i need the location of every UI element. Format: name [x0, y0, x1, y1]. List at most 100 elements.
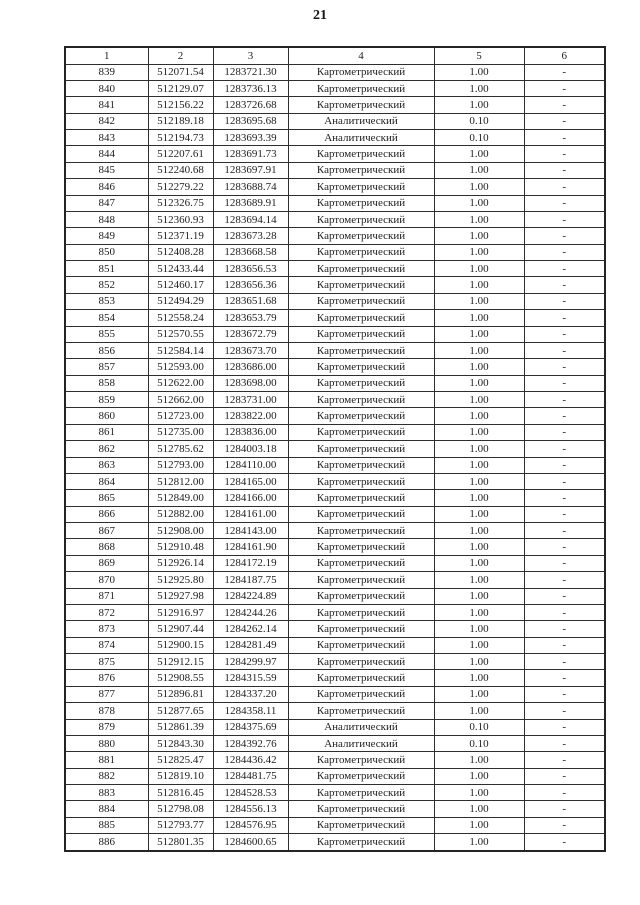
table-cell: 512798.08	[147, 800, 214, 818]
table-row: 839 512071.54 1283721.30 Картометрический 1.…	[64, 63, 606, 81]
table-cell: Картометрический	[287, 456, 435, 474]
table-cell: -	[523, 227, 606, 245]
table-cell: 1283691.73	[212, 145, 289, 163]
table-cell: Картометрический	[287, 669, 435, 687]
table-row: 840 512129.07 1283736.13 Картометрический 1.…	[64, 79, 606, 98]
table-header: 1 2 3 4 5 6	[64, 46, 606, 65]
table-cell: 1283668.58	[212, 243, 289, 262]
table-cell: Картометрический	[287, 538, 435, 556]
table-cell: 861	[64, 423, 149, 442]
table-cell: -	[523, 489, 606, 507]
table-cell: -	[523, 767, 606, 786]
table-cell: Картометрический	[287, 702, 435, 720]
table-cell: 1283698.00	[212, 374, 289, 393]
table-cell: 1.00	[433, 325, 525, 343]
table-cell: 512189.18	[147, 112, 214, 131]
table-cell: 512816.45	[147, 783, 214, 802]
table-cell: 1.00	[433, 685, 525, 704]
table-cell: Картометрический	[287, 472, 435, 491]
table-cell: 1284172.19	[212, 554, 289, 573]
table-row: 872 512916.97 1284244.26 Картометрический 1.…	[64, 603, 606, 622]
table-cell: 1.00	[433, 767, 525, 786]
table-cell: -	[523, 145, 606, 163]
table-cell: Картометрический	[287, 587, 435, 605]
table-cell: 1.00	[433, 800, 525, 818]
table-cell: 512819.10	[147, 767, 214, 786]
table-cell: -	[523, 309, 606, 327]
table-cell: 1.00	[433, 390, 525, 409]
table-cell: 879	[64, 718, 149, 736]
table-cell: 512877.65	[147, 702, 214, 720]
table-cell: 863	[64, 456, 149, 474]
table-cell: 870	[64, 571, 149, 589]
table-cell: 1.00	[433, 243, 525, 262]
table-cell: -	[523, 358, 606, 376]
table-cell: 512494.29	[147, 292, 214, 311]
coordinates-table: 1 2 3 4 5 6 839 512071.54 1283721.30 Картом…	[64, 46, 606, 852]
table-cell: 869	[64, 554, 149, 573]
table-cell: Картометрический	[287, 259, 435, 278]
table-cell: 1283731.00	[212, 390, 289, 409]
table-cell: 1283688.74	[212, 178, 289, 196]
table-cell: 1284481.75	[212, 767, 289, 786]
table-cell: 1.00	[433, 96, 525, 114]
table-cell: 512156.22	[147, 96, 214, 114]
table-cell: 0.10	[433, 112, 525, 131]
table-cell: 512916.97	[147, 603, 214, 622]
table-cell: 512793.00	[147, 456, 214, 474]
table-cell: 839	[64, 63, 149, 81]
table-cell: 855	[64, 325, 149, 343]
table-cell: 512240.68	[147, 161, 214, 180]
table-cell: 512825.47	[147, 751, 214, 769]
table-cell: 512910.48	[147, 538, 214, 556]
table-cell: 512207.61	[147, 145, 214, 163]
table-row: 884 512798.08 1284556.13 Картометрический 1.…	[64, 800, 606, 818]
table-cell: 512908.00	[147, 521, 214, 540]
table-cell: -	[523, 702, 606, 720]
table-cell: Картометрический	[287, 816, 435, 835]
table-row: 885 512793.77 1284576.95 Картометрический 1.…	[64, 816, 606, 835]
table-row: 859 512662.00 1283731.00 Картометрический 1.…	[64, 390, 606, 409]
table-cell: 1.00	[433, 521, 525, 540]
column-header-2: 2	[147, 46, 214, 65]
table-cell: -	[523, 374, 606, 393]
table-cell: 878	[64, 702, 149, 720]
table-cell: Аналитический	[287, 718, 435, 736]
table-cell: 512622.00	[147, 374, 214, 393]
table-cell: -	[523, 603, 606, 622]
table-cell: -	[523, 505, 606, 524]
table-cell: -	[523, 734, 606, 753]
table-cell: 849	[64, 227, 149, 245]
table-cell: 867	[64, 521, 149, 540]
table-cell: 886	[64, 833, 149, 852]
table-row: 846 512279.22 1283688.74 Картометрический 1.…	[64, 178, 606, 196]
table-cell: 1283672.79	[212, 325, 289, 343]
table-cell: 512793.77	[147, 816, 214, 835]
table-cell: 844	[64, 145, 149, 163]
table-row: 843 512194.73 1283693.39 Аналитический 0.10-	[64, 128, 606, 147]
table-cell: 1284003.18	[212, 440, 289, 458]
table-cell: Картометрический	[287, 489, 435, 507]
table-cell: 845	[64, 161, 149, 180]
table-cell: 877	[64, 685, 149, 704]
table-cell: 1284299.97	[212, 652, 289, 671]
table-cell: 1284110.00	[212, 456, 289, 474]
table-cell: Картометрический	[287, 833, 435, 852]
table-cell: 871	[64, 587, 149, 605]
table-cell: 1.00	[433, 309, 525, 327]
table-cell: Картометрический	[287, 636, 435, 655]
table-cell: -	[523, 259, 606, 278]
table-row: 876 512908.55 1284315.59 Картометрический 1.…	[64, 669, 606, 687]
table-cell: 512371.19	[147, 227, 214, 245]
table-cell: -	[523, 325, 606, 343]
table-cell: 1.00	[433, 440, 525, 458]
table-cell: Картометрический	[287, 96, 435, 114]
table-cell: 1283673.70	[212, 341, 289, 360]
table-cell: 512801.35	[147, 833, 214, 852]
table-cell: 1.00	[433, 407, 525, 425]
table-cell: Картометрический	[287, 407, 435, 425]
table-cell: 1284358.11	[212, 702, 289, 720]
table-cell: Картометрический	[287, 685, 435, 704]
table-row: 864 512812.00 1284165.00 Картометрический 1.…	[64, 472, 606, 491]
table-cell: 1.00	[433, 489, 525, 507]
